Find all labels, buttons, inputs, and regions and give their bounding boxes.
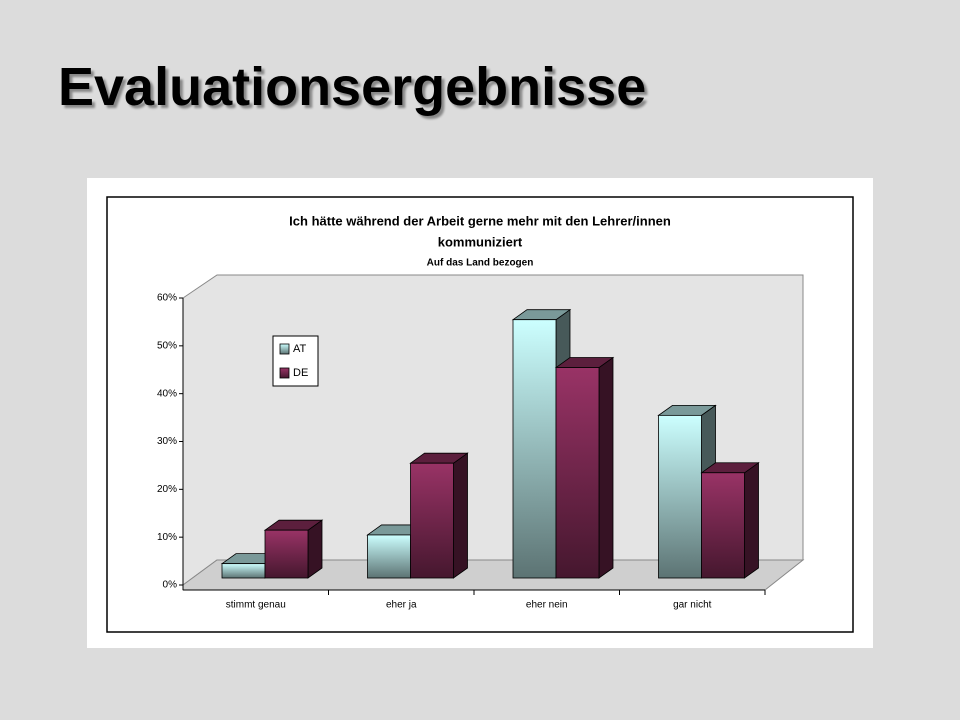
bar (367, 534, 411, 579)
chart-title: kommuniziert (438, 234, 523, 249)
bar-side (453, 452, 468, 579)
legend-swatch (279, 343, 290, 355)
legend-label: AT (293, 343, 307, 355)
legend-label: DE (293, 367, 308, 379)
x-tick-label: gar nicht (673, 600, 712, 611)
plot-border (106, 196, 854, 633)
slide-title: Evaluationsergebnisse (58, 57, 647, 117)
bar (701, 472, 745, 579)
x-tick-label: stimmt genau (226, 600, 286, 611)
y-tick-label: 60% (157, 293, 177, 304)
y-tick-label: 20% (157, 484, 177, 495)
x-tick-label: eher ja (386, 600, 417, 611)
bar (512, 319, 557, 579)
bar (555, 367, 600, 579)
y-tick-label: 50% (157, 340, 177, 351)
bar-side (744, 461, 759, 579)
bar (658, 414, 702, 579)
chart-title: Ich hätte während der Arbeit gerne mehr … (289, 213, 671, 228)
y-tick-label: 30% (157, 436, 177, 447)
bar (410, 462, 454, 579)
bar (264, 529, 309, 579)
legend-swatch (279, 367, 290, 379)
y-tick-label: 0% (163, 580, 178, 591)
bar-side (598, 356, 614, 579)
x-tick-label: eher nein (526, 600, 568, 611)
y-tick-label: 10% (157, 532, 177, 543)
chart-subtitle: Auf das Land bezogen (427, 258, 534, 269)
bar (221, 563, 266, 579)
y-tick-label: 40% (157, 388, 177, 399)
